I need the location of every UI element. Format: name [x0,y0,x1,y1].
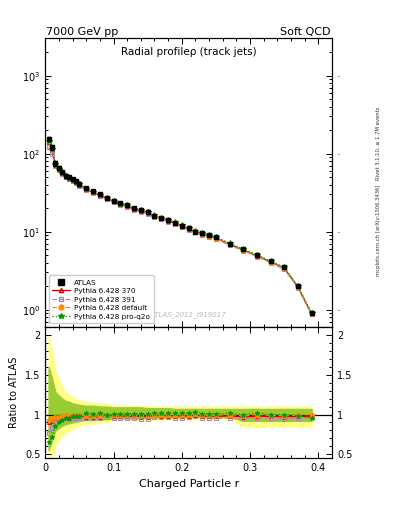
Text: Radial profileρ (track jets): Radial profileρ (track jets) [121,47,257,57]
Legend: ATLAS, Pythia 6.428 370, Pythia 6.428 391, Pythia 6.428 default, Pythia 6.428 pr: ATLAS, Pythia 6.428 370, Pythia 6.428 39… [49,275,154,324]
Text: Rivet 3.1.10, ≥ 1.7M events: Rivet 3.1.10, ≥ 1.7M events [376,106,380,180]
Y-axis label: Ratio to ATLAS: Ratio to ATLAS [9,357,19,429]
Text: ATLAS_2011_I919017: ATLAS_2011_I919017 [151,312,226,318]
X-axis label: Charged Particle r: Charged Particle r [138,479,239,488]
Text: mcplots.cern.ch [arXiv:1306.3436]: mcplots.cern.ch [arXiv:1306.3436] [376,185,380,276]
Text: 7000 GeV pp: 7000 GeV pp [46,27,119,37]
Text: Soft QCD: Soft QCD [281,27,331,37]
